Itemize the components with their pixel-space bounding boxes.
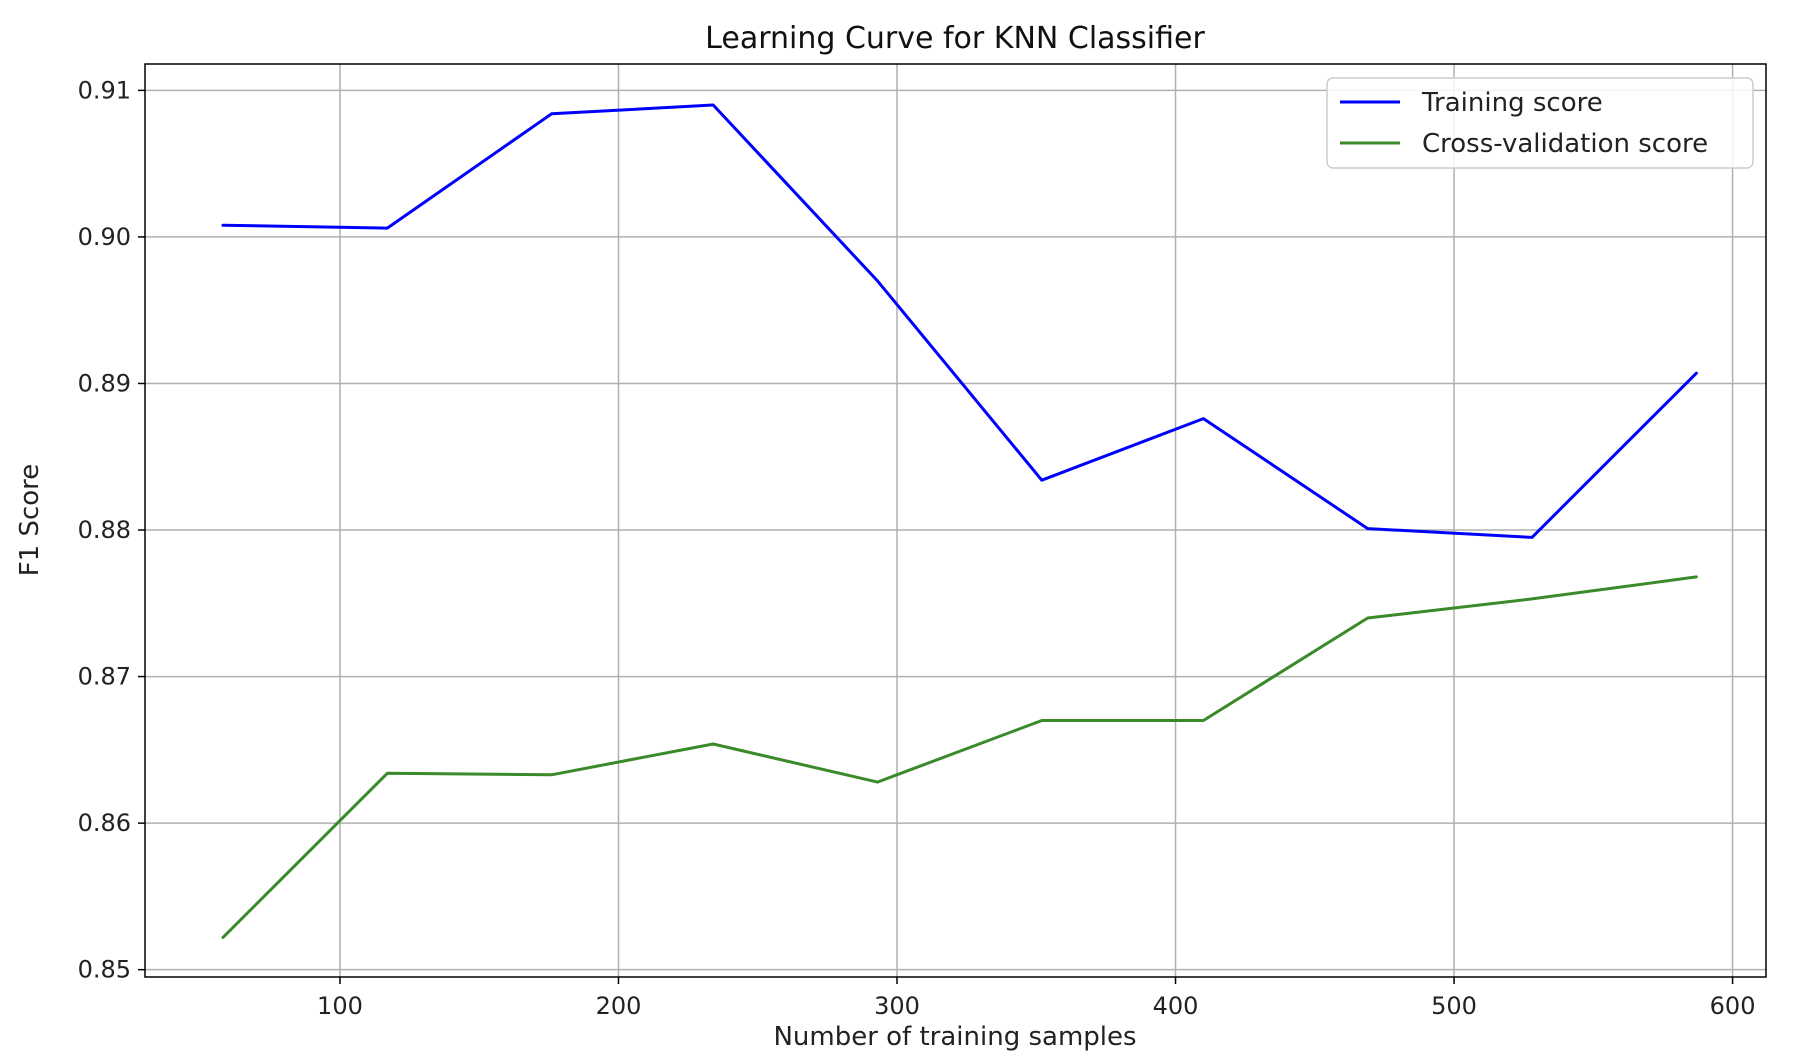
legend-label-cv: Cross-validation score — [1422, 129, 1708, 159]
y-tick-label: 0.88 — [78, 516, 131, 544]
x-axis-label: Number of training samples — [773, 1022, 1136, 1052]
y-tick-label: 0.91 — [78, 76, 131, 104]
chart-title: Learning Curve for KNN Classifier — [705, 21, 1205, 56]
y-tick-label: 0.89 — [78, 369, 131, 397]
y-axis-ticks: 0.85 0.86 0.87 0.88 0.89 0.90 0.91 — [78, 76, 145, 984]
x-tick-label: 300 — [874, 992, 920, 1020]
y-tick-label: 0.87 — [78, 663, 131, 691]
x-axis-ticks: 100 200 300 400 500 600 — [317, 977, 1755, 1020]
x-tick-label: 100 — [317, 992, 363, 1020]
x-tick-label: 200 — [596, 992, 642, 1020]
x-tick-label: 400 — [1153, 992, 1199, 1020]
series-layer — [221, 103, 1698, 939]
x-tick-label: 600 — [1710, 992, 1756, 1020]
y-tick-label: 0.86 — [78, 809, 131, 837]
x-tick-label: 500 — [1431, 992, 1477, 1020]
y-axis-label: F1 Score — [15, 464, 45, 577]
cross-validation-score-line — [221, 575, 1698, 939]
y-tick-label: 0.90 — [78, 223, 131, 251]
training-score-line — [221, 103, 1698, 539]
plot-frame — [144, 63, 1767, 978]
grid-lines — [145, 64, 1766, 977]
legend-box — [1326, 77, 1754, 169]
legend-label-training: Training score — [1421, 88, 1603, 118]
legend: Training score Cross-validation score — [1326, 77, 1754, 169]
y-tick-label: 0.85 — [78, 956, 131, 984]
